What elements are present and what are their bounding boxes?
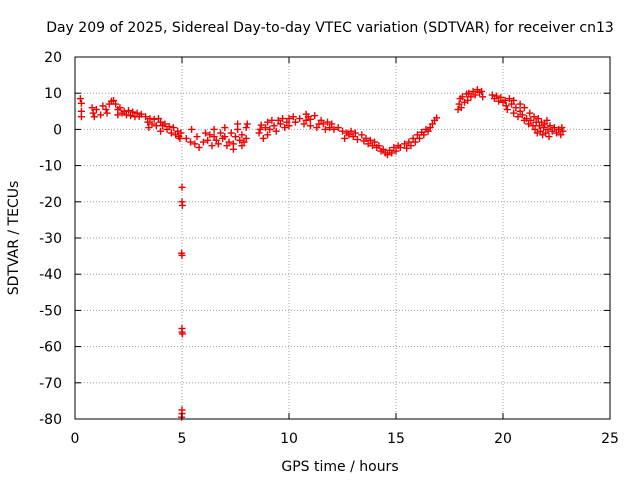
data-point (78, 113, 85, 120)
x-tick-label: 10 (280, 431, 298, 447)
data-point (244, 120, 251, 127)
y-tick-label: 20 (44, 50, 62, 66)
data-point (221, 124, 228, 131)
data-point (90, 110, 97, 117)
data-point (296, 115, 303, 122)
data-point (307, 122, 314, 129)
data-points (77, 86, 567, 421)
y-tick-label: -80 (39, 412, 62, 428)
x-tick-label: 15 (387, 431, 405, 447)
data-point (228, 130, 235, 137)
chart-title: Day 209 of 2025, Sidereal Day-to-day VTE… (46, 20, 614, 36)
data-point (230, 146, 237, 153)
y-tick-label: -20 (39, 195, 62, 211)
x-axis-label: GPS time / hours (281, 459, 398, 475)
y-tick-label: -40 (39, 267, 62, 283)
y-axis-label: SDTVAR / TECUs (6, 181, 22, 296)
y-tick-label: 10 (44, 86, 62, 102)
data-point (183, 135, 190, 142)
data-point (208, 142, 215, 149)
x-tick-label: 0 (71, 431, 80, 447)
data-point (97, 111, 104, 118)
data-point (311, 112, 318, 119)
data-point (232, 133, 239, 140)
data-point (479, 93, 486, 100)
y-tick-label: -70 (39, 376, 62, 392)
data-point (526, 110, 533, 117)
y-tick-label: -10 (39, 159, 62, 175)
data-point (517, 101, 524, 108)
data-point (546, 133, 553, 140)
data-point (179, 184, 186, 191)
data-point (104, 110, 111, 117)
x-tick-label: 25 (601, 431, 619, 447)
y-tick-label: -60 (39, 340, 62, 356)
data-point (193, 133, 200, 140)
data-point (504, 106, 511, 113)
data-point (188, 126, 195, 133)
y-tick-label: -30 (39, 231, 62, 247)
x-tick-label: 20 (494, 431, 512, 447)
data-point (256, 130, 263, 137)
y-tick-label: 0 (53, 122, 62, 138)
data-point (211, 126, 218, 133)
data-point (196, 144, 203, 151)
data-point (103, 106, 110, 113)
y-tick-label: -50 (39, 303, 62, 319)
sdtvar-chart: Day 209 of 2025, Sidereal Day-to-day VTE… (0, 0, 640, 480)
data-point (234, 120, 241, 127)
data-point (358, 131, 365, 138)
data-point (78, 100, 85, 107)
x-axis: 0 5 10 15 20 25 (71, 57, 619, 447)
data-point (99, 102, 106, 109)
data-point (260, 135, 267, 142)
data-point (91, 113, 98, 120)
data-point (521, 104, 528, 111)
data-point (145, 124, 152, 131)
data-point (243, 124, 250, 131)
x-tick-label: 5 (178, 431, 187, 447)
data-point (77, 95, 84, 102)
data-point (179, 202, 186, 209)
